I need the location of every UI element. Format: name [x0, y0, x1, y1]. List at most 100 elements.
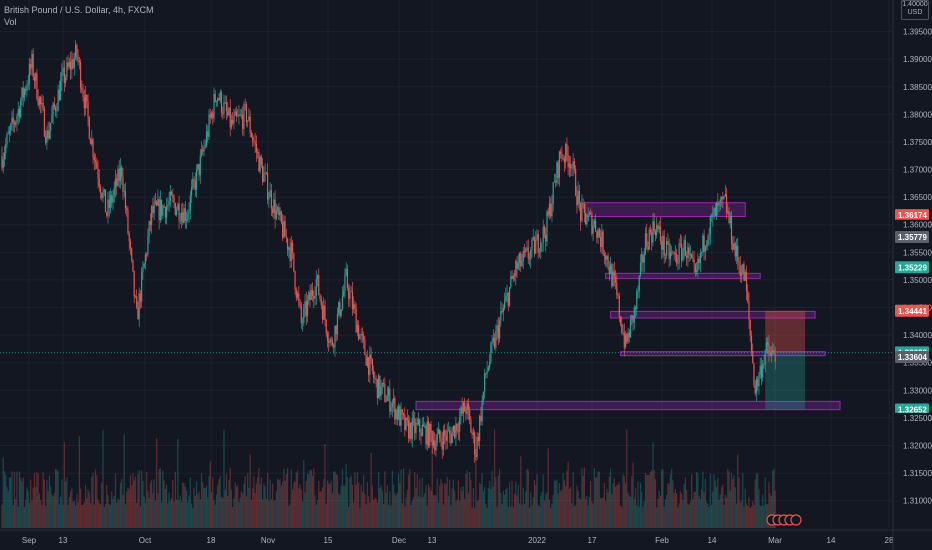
- candle-body: [643, 254, 645, 263]
- candle-body: [210, 112, 213, 118]
- volume-bar: [543, 500, 546, 528]
- volume-bar: [422, 496, 425, 528]
- candle-body: [314, 295, 316, 299]
- volume-bar: [37, 473, 39, 528]
- candle-body: [247, 120, 249, 122]
- candle-body: [407, 420, 410, 439]
- volume-bar: [368, 496, 370, 528]
- volume-bar: [126, 491, 128, 528]
- candle-body: [627, 332, 629, 342]
- volume-bar: [343, 485, 345, 528]
- volume-bar: [129, 475, 132, 528]
- volume-bar: [50, 485, 52, 528]
- volume-bar: [358, 482, 360, 528]
- candle-body: [123, 191, 125, 192]
- candle-body: [143, 263, 145, 268]
- candle-body: [686, 255, 688, 259]
- candle-body: [409, 422, 411, 439]
- volume-bar: [626, 429, 628, 528]
- volume-bar: [250, 499, 253, 528]
- volume-bar: [742, 472, 744, 528]
- candle-body: [663, 235, 665, 256]
- currency-selector[interactable]: 1.40000 USD: [901, 0, 929, 20]
- volume-bar: [701, 489, 703, 528]
- volume-bar: [671, 468, 673, 528]
- volume-bar: [112, 498, 114, 528]
- volume-bar: [349, 477, 351, 528]
- volume-bar: [437, 502, 440, 528]
- candle-body: [349, 291, 351, 299]
- volume-bar: [450, 505, 452, 528]
- volume-bar: [528, 507, 531, 528]
- volume-bar: [493, 429, 496, 528]
- volume-bar: [93, 504, 95, 528]
- candle-body: [467, 403, 469, 411]
- candle-body: [583, 203, 585, 213]
- candle-body: [651, 232, 653, 243]
- candle-body: [477, 436, 479, 442]
- volume-bar: [308, 474, 310, 528]
- candle-body: [129, 241, 132, 249]
- candle-body: [498, 320, 501, 339]
- volume-bar: [51, 494, 53, 528]
- volume-bar: [657, 498, 659, 528]
- candle-body: [267, 173, 269, 200]
- candle-body: [462, 402, 465, 414]
- volume-bar: [254, 493, 256, 528]
- volume-bar: [373, 500, 375, 528]
- candle-body: [502, 308, 504, 313]
- candle-body: [710, 216, 713, 217]
- candle-body: [356, 325, 359, 333]
- volume-bar: [289, 503, 291, 528]
- candle-body: [516, 261, 518, 269]
- volume-bar: [637, 481, 639, 528]
- candle-body: [768, 344, 770, 353]
- volume-bar: [434, 494, 436, 528]
- volume-bar: [164, 488, 166, 528]
- candle-body: [28, 63, 31, 84]
- volume-bar: [2, 457, 4, 528]
- candle-body: [73, 58, 75, 69]
- volume-bar: [381, 490, 383, 528]
- volume-bar: [583, 467, 585, 528]
- volume-bar: [326, 480, 329, 528]
- candle-body: [444, 430, 446, 436]
- volume-bar: [631, 476, 633, 528]
- volume-bar: [687, 503, 689, 528]
- candle-body: [48, 130, 50, 139]
- volume-bar: [195, 481, 198, 528]
- candle-body: [370, 354, 372, 360]
- volume-bar: [525, 491, 527, 528]
- candle-body: [470, 419, 472, 433]
- supply-demand-zone: [620, 351, 826, 357]
- candle-body: [334, 325, 336, 348]
- volume-bar: [383, 504, 385, 528]
- candle-body: [545, 234, 547, 242]
- candle-body: [253, 140, 255, 142]
- volume-bar: [11, 471, 13, 528]
- volume-bar: [197, 494, 199, 528]
- price-tick-label: 1.33500: [903, 359, 932, 368]
- volume-bar: [689, 501, 691, 528]
- volume-bar: [386, 485, 388, 528]
- volume-bar: [68, 497, 70, 528]
- candle-body: [37, 99, 39, 106]
- candle-body: [354, 304, 356, 309]
- volume-bar: [592, 503, 594, 528]
- candle-body: [730, 215, 733, 244]
- candle-body: [684, 240, 686, 256]
- candle-body: [658, 226, 660, 230]
- candle-body: [595, 220, 597, 232]
- candle-body: [558, 151, 561, 178]
- candle-body: [101, 193, 103, 198]
- volume-bar: [234, 482, 236, 528]
- volume-bar: [227, 495, 229, 528]
- chart-legend: British Pound / U.S. Dollar, 4h, FXCM Vo…: [4, 4, 154, 28]
- candle-body: [638, 275, 640, 292]
- candle-body: [598, 229, 600, 237]
- volume-bar: [410, 505, 412, 528]
- volume-bar: [668, 483, 670, 528]
- volume-bar: [590, 480, 592, 528]
- candle-body: [773, 350, 775, 355]
